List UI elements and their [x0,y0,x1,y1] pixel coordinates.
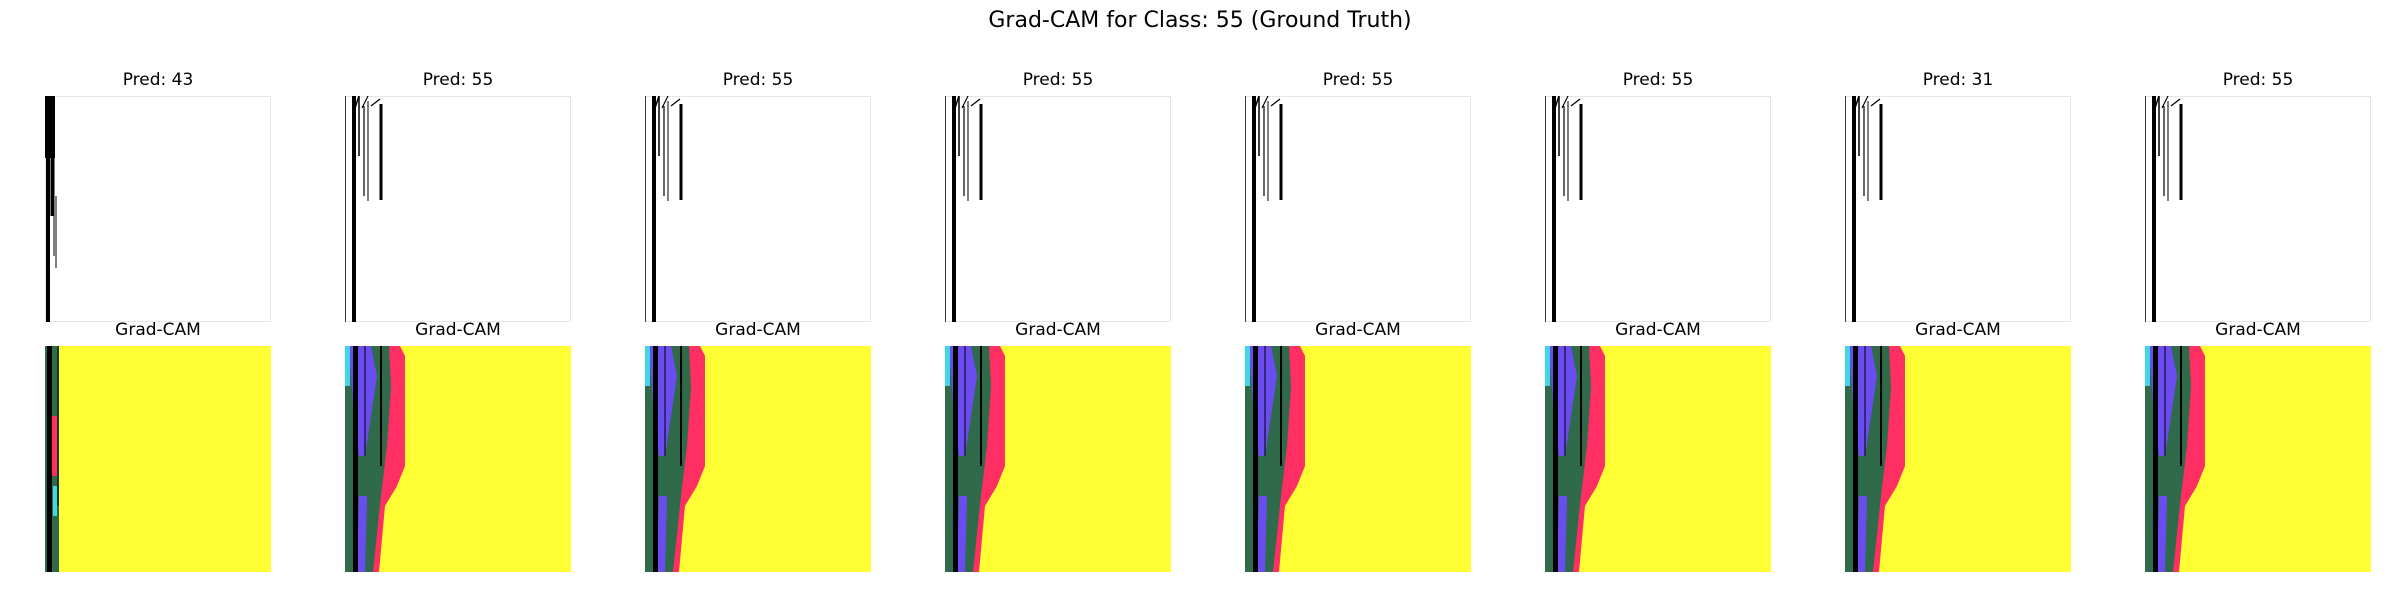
pred-label: Pred: 55 [722,70,794,90]
cam-region [1253,346,1258,572]
pred-label: Pred: 55 [1022,70,1094,90]
gradcam-label: Grad-CAM [1315,320,1401,340]
gradcam-label: Grad-CAM [115,320,201,340]
pred-label: Pred: 55 [1622,70,1694,90]
gradcam-label: Grad-CAM [1915,320,2001,340]
cam-region [2153,346,2158,572]
image-frame [45,96,271,322]
cam-region [345,346,350,386]
cam-region [1257,496,1267,572]
pred-label: Pred: 55 [422,70,494,90]
gradcam-label: Grad-CAM [715,320,801,340]
sketch-stroke [1861,96,1869,109]
input-sketch-image [1845,96,2071,322]
pred-label: Pred: 43 [122,70,194,90]
image-frame [345,96,571,322]
input-sketch-image [645,96,871,322]
cam-background [45,346,271,572]
sketch-stroke [370,98,381,107]
gradcam-label: Grad-CAM [1615,320,1701,340]
image-frame [1245,96,1471,322]
image-frame [645,96,871,322]
cam-region [353,346,358,572]
gradcam-heatmap-image [2145,346,2371,572]
cam-region [52,416,57,476]
cam-region [1853,346,1858,572]
input-sketch-image [45,96,271,322]
gradcam-label: Grad-CAM [1015,320,1101,340]
image-frame [945,96,1171,322]
sketch-stroke [2170,98,2181,107]
sketch-stroke [2161,96,2169,109]
cam-region [1545,346,1550,386]
sketch-stroke [1870,98,1881,107]
gradcam-heatmap-image [45,346,271,572]
sketch-stroke [670,98,681,107]
cam-region [653,346,658,572]
gradcam-heatmap-image [645,346,871,572]
cam-region [1557,496,1567,572]
pred-label: Pred: 55 [1322,70,1394,90]
sketch-stroke [45,96,55,158]
sketch-stroke [1261,96,1269,109]
cam-region [2145,346,2150,386]
pred-label: Pred: 55 [2222,70,2294,90]
input-sketch-image [1245,96,1471,322]
cam-region [53,486,57,516]
cam-region [47,346,52,572]
pred-label: Pred: 31 [1922,70,1994,90]
image-frame [1845,96,2071,322]
figure-title: Grad-CAM for Class: 55 (Ground Truth) [988,8,1412,33]
cam-region [945,346,950,386]
gradcam-heatmap-image [945,346,1171,572]
image-frame [1545,96,1771,322]
cam-region [657,496,667,572]
input-sketch-image [2145,96,2371,322]
gradcam-label: Grad-CAM [415,320,501,340]
gradcam-heatmap-image [1545,346,1771,572]
sketch-stroke [961,96,969,109]
sketch-stroke [1561,96,1569,109]
cam-region [1845,346,1850,386]
cam-region [357,496,367,572]
cam-region [1245,346,1250,386]
gradcam-heatmap-image [345,346,571,572]
cam-region [1857,496,1867,572]
sketch-stroke [1570,98,1581,107]
input-sketch-image [945,96,1171,322]
sketch-stroke [661,96,669,109]
image-frame [2145,96,2371,322]
gradcam-heatmap-image [1845,346,2071,572]
sketch-stroke [1270,98,1281,107]
gradcam-label: Grad-CAM [2215,320,2301,340]
cam-region [953,346,958,572]
cam-region [645,346,650,386]
input-sketch-image [345,96,571,322]
gradcam-heatmap-image [1245,346,1471,572]
cam-region [957,496,967,572]
cam-region [2157,496,2167,572]
cam-region [1553,346,1558,572]
sketch-stroke [970,98,981,107]
input-sketch-image [1545,96,1771,322]
sketch-stroke [361,96,369,109]
